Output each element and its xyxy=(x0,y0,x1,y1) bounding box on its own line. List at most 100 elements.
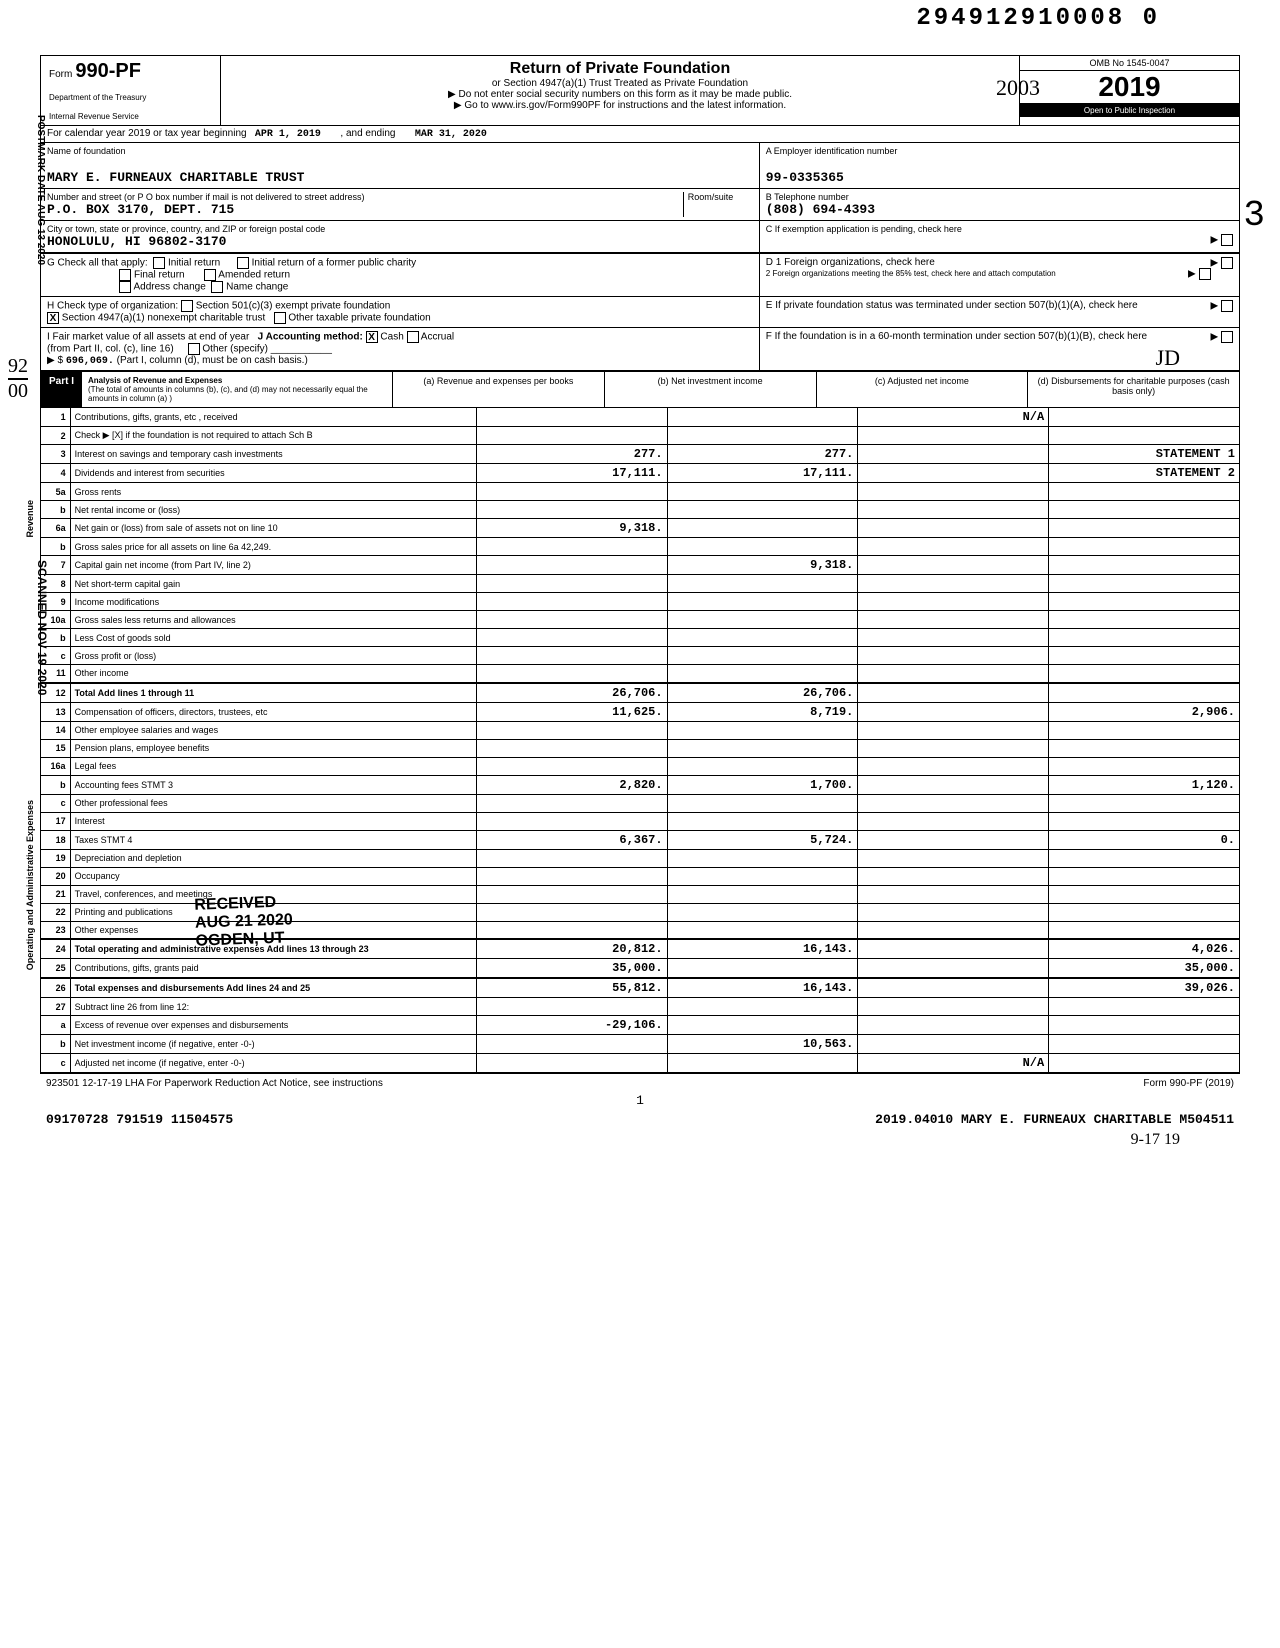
table-row: 6aNet gain or (loss) from sale of assets… xyxy=(41,519,1240,538)
row-number: 24 xyxy=(41,939,71,959)
opt-final: Final return xyxy=(134,270,185,281)
table-row: cAdjusted net income (if negative, enter… xyxy=(41,1054,1240,1073)
chk-other-method[interactable] xyxy=(188,343,200,355)
c-checkbox[interactable] xyxy=(1221,234,1233,246)
col-d-amt: STATEMENT 1 xyxy=(1049,445,1240,464)
col-b-amt xyxy=(667,665,858,683)
opt-amended: Amended return xyxy=(218,270,290,281)
bottom-handwritten: 9-17 19 xyxy=(40,1131,1240,1149)
col-c-amt: N/A xyxy=(858,408,1049,427)
col-d-amt xyxy=(1049,1016,1240,1035)
col-c-amt xyxy=(858,885,1049,903)
row-desc: Less Cost of goods sold xyxy=(70,629,476,647)
table-row: 5aGross rents xyxy=(41,483,1240,501)
col-b-amt: 16,143. xyxy=(667,939,858,959)
col-c-amt xyxy=(858,519,1049,538)
chk-accrual[interactable] xyxy=(407,331,419,343)
col-b-amt xyxy=(667,794,858,812)
row-desc: Other employee salaries and wages xyxy=(70,721,476,739)
table-row: 25Contributions, gifts, grants paid35,00… xyxy=(41,959,1240,979)
col-b-amt: 9,318. xyxy=(667,556,858,575)
chk-initial[interactable] xyxy=(153,257,165,269)
table-row: cOther professional fees xyxy=(41,794,1240,812)
col-b-amt: 5,724. xyxy=(667,830,858,849)
handwritten-jd: JD xyxy=(1156,345,1180,371)
col-a-amt xyxy=(476,483,667,501)
f-checkbox[interactable] xyxy=(1221,331,1233,343)
e-checkbox[interactable] xyxy=(1221,300,1233,312)
col-d-amt xyxy=(1049,629,1240,647)
row-desc: Gross rents xyxy=(70,483,476,501)
col-a-amt: -29,106. xyxy=(476,1016,667,1035)
row-number: 14 xyxy=(41,721,71,739)
col-c-amt xyxy=(858,556,1049,575)
row-number: b xyxy=(41,501,71,519)
col-a-amt: 35,000. xyxy=(476,959,667,979)
chk-cash[interactable]: X xyxy=(366,331,378,343)
row-desc: Taxes STMT 4 xyxy=(70,830,476,849)
chk-other-taxable[interactable] xyxy=(274,312,286,324)
col-a-amt xyxy=(476,794,667,812)
col-c-amt xyxy=(858,575,1049,593)
col-b-header: (b) Net investment income xyxy=(604,372,816,407)
chk-final[interactable] xyxy=(119,269,131,281)
col-c-amt xyxy=(858,683,1049,703)
chk-initial-former[interactable] xyxy=(237,257,249,269)
handwritten-00: 00 xyxy=(8,380,28,403)
col-c-amt xyxy=(858,959,1049,979)
row-desc: Depreciation and depletion xyxy=(70,849,476,867)
col-d-amt xyxy=(1049,593,1240,611)
col-c-amt xyxy=(858,647,1049,665)
col-b-amt: 277. xyxy=(667,445,858,464)
col-d-header: (d) Disbursements for charitable purpose… xyxy=(1027,372,1239,407)
calendar-year-row: For calendar year 2019 or tax year begin… xyxy=(40,126,1240,143)
col-a-amt: 6,367. xyxy=(476,830,667,849)
col-a-amt xyxy=(476,757,667,775)
row-desc: Gross profit or (loss) xyxy=(70,647,476,665)
table-row: bLess Cost of goods sold xyxy=(41,629,1240,647)
row-desc: Gross sales less returns and allowances xyxy=(70,611,476,629)
col-c-amt xyxy=(858,483,1049,501)
row-desc: Accounting fees STMT 3 xyxy=(70,775,476,794)
d1-checkbox[interactable] xyxy=(1221,257,1233,269)
chk-amended[interactable] xyxy=(204,269,216,281)
col-a-amt xyxy=(476,647,667,665)
col-c-amt xyxy=(858,501,1049,519)
col-a-amt xyxy=(476,739,667,757)
col-a-header: (a) Revenue and expenses per books xyxy=(392,372,604,407)
col-c-amt xyxy=(858,849,1049,867)
col-a-amt xyxy=(476,903,667,921)
row-desc: Dividends and interest from securities xyxy=(70,464,476,483)
opt-initial: Initial return xyxy=(168,258,220,269)
col-c-amt xyxy=(858,464,1049,483)
identity-grid: Name of foundation MARY E. FURNEAUX CHAR… xyxy=(40,143,1240,254)
col-b-amt: 1,700. xyxy=(667,775,858,794)
chk-address[interactable] xyxy=(119,281,131,293)
d2-checkbox[interactable] xyxy=(1199,268,1211,280)
col-a-amt xyxy=(476,538,667,556)
col-b-amt: 16,143. xyxy=(667,978,858,998)
row-desc: Gross sales price for all assets on line… xyxy=(70,538,476,556)
col-d-amt: STATEMENT 2 xyxy=(1049,464,1240,483)
row-desc: Total Add lines 1 through 11 xyxy=(70,683,476,703)
chk-4947a1[interactable]: X xyxy=(47,312,59,324)
col-d-amt xyxy=(1049,1054,1240,1073)
col-a-amt xyxy=(476,1054,667,1073)
chk-name-change[interactable] xyxy=(211,281,223,293)
col-c-amt xyxy=(858,739,1049,757)
table-row: 1Contributions, gifts, grants, etc , rec… xyxy=(41,408,1240,427)
col-a-amt xyxy=(476,812,667,830)
row-desc: Excess of revenue over expenses and disb… xyxy=(70,1016,476,1035)
page-indicator-3: 3 xyxy=(1243,195,1265,236)
scanned-stamp: SCANNED NOV 19 2020 xyxy=(35,560,49,695)
col-b-amt xyxy=(667,721,858,739)
table-row: 10aGross sales less returns and allowanc… xyxy=(41,611,1240,629)
opt-accrual: Accrual xyxy=(421,332,454,343)
col-d-amt xyxy=(1049,665,1240,683)
col-c-amt xyxy=(858,921,1049,939)
table-row: 19Depreciation and depletion xyxy=(41,849,1240,867)
form-header: Form 990-PF Department of the Treasury I… xyxy=(40,55,1240,126)
opt-4947a1: Section 4947(a)(1) nonexempt charitable … xyxy=(62,313,265,324)
end-date: MAR 31, 2020 xyxy=(415,129,487,140)
chk-501c3[interactable] xyxy=(181,300,193,312)
